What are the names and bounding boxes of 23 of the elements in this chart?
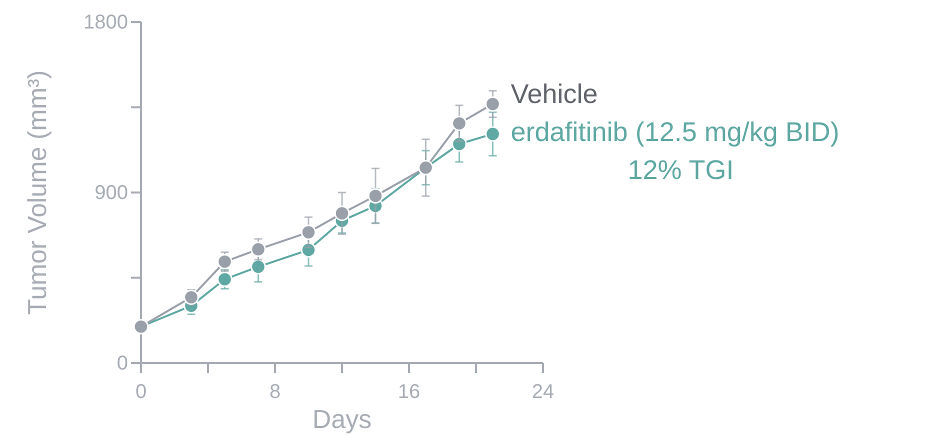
point: [217, 254, 232, 270]
text: 12% TGI: [628, 155, 734, 186]
x-tick-label: 8: [269, 381, 281, 403]
x-axis-title: Days: [312, 404, 372, 434]
point: [485, 126, 500, 142]
y-tick-label: 900: [94, 182, 128, 204]
y-tick-label: 1800: [84, 11, 128, 34]
point: [485, 96, 500, 112]
x-tick-label: 16: [398, 381, 420, 403]
point: [452, 116, 467, 131]
y-tick-label: 0: [116, 352, 128, 374]
series-label: erdafitinib (12.5 mg/kg BID): [510, 117, 840, 148]
point: [368, 188, 384, 204]
point: [334, 206, 350, 221]
x-tick-label: 24: [532, 381, 554, 403]
point: [300, 224, 316, 240]
series-label: Vehicle: [510, 79, 598, 110]
y-axis-title: Tumor Volume (mm³): [22, 70, 52, 315]
point: [217, 272, 232, 287]
point: [184, 290, 199, 305]
point: [250, 259, 266, 274]
x-tick-label: 0: [135, 381, 147, 403]
point: [250, 242, 266, 257]
